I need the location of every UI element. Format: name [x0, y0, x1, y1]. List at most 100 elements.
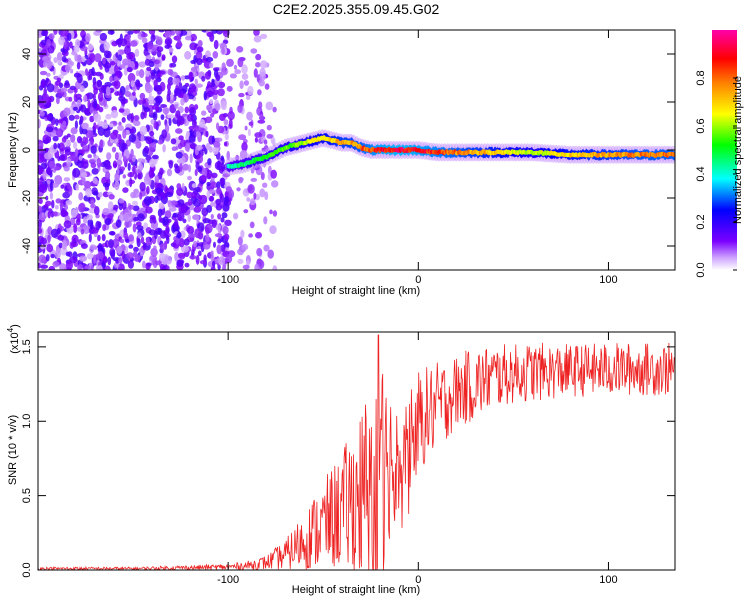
noise-speckle [255, 53, 262, 61]
noise-speckle [176, 187, 184, 196]
noise-speckle [114, 64, 119, 74]
noise-speckle [38, 118, 41, 129]
noise-speckle [142, 241, 146, 251]
noise-speckle [237, 236, 243, 246]
noise-speckle [164, 255, 172, 265]
noise-speckle [90, 162, 97, 169]
noise-speckle [212, 146, 219, 155]
noise-speckle [99, 32, 108, 41]
noise-speckle [94, 53, 102, 63]
noise-speckle [49, 191, 54, 200]
noise-speckle [128, 133, 137, 143]
noise-speckle [233, 212, 239, 220]
noise-speckle [250, 48, 258, 54]
noise-speckle [119, 238, 125, 244]
noise-speckle [197, 250, 202, 257]
noise-speckle [205, 227, 210, 235]
noise-speckle [147, 41, 153, 50]
noise-speckle [49, 181, 53, 192]
noise-speckle [148, 169, 155, 179]
snr-panel: -100 0 100 0.0 0.5 1.0 1.5 Height of straight … [6, 324, 676, 596]
noise-speckle [166, 93, 171, 103]
noise-speckle [174, 219, 179, 229]
noise-speckle [198, 195, 203, 201]
noise-speckle [221, 62, 226, 71]
noise-speckle [67, 32, 72, 42]
noise-speckle [187, 175, 192, 181]
noise-speckle [210, 254, 215, 262]
noise-speckle [157, 208, 163, 217]
noise-speckle [87, 154, 92, 159]
noise-speckle [270, 169, 278, 179]
noise-speckle [65, 260, 73, 270]
noise-speckle [61, 240, 68, 250]
noise-speckle [216, 187, 222, 195]
noise-speckle [172, 212, 178, 218]
noise-speckle [78, 155, 83, 161]
noise-speckle [189, 153, 193, 164]
noise-speckle [116, 245, 123, 254]
noise-speckle [227, 111, 235, 121]
noise-speckle [206, 90, 214, 98]
noise-speckle [177, 115, 185, 126]
noise-speckle [241, 142, 248, 152]
noise-speckle [191, 183, 197, 188]
noise-speckle [140, 111, 145, 120]
noise-speckle [153, 59, 160, 65]
noise-speckle [63, 165, 70, 172]
noise-speckle [46, 83, 55, 93]
noise-speckle [99, 65, 103, 70]
noise-speckle [84, 68, 89, 76]
noise-speckle [88, 73, 93, 81]
noise-speckle [45, 195, 49, 201]
noise-speckle [260, 33, 268, 40]
noise-speckle [117, 125, 124, 131]
noise-speckle [40, 264, 49, 269]
noise-speckle [72, 167, 81, 178]
noise-speckle [211, 172, 218, 179]
noise-speckle [204, 147, 208, 155]
noise-speckle [145, 206, 153, 214]
noise-speckle [60, 87, 68, 93]
noise-speckle [142, 260, 146, 269]
noise-speckle [63, 220, 72, 229]
noise-speckle [61, 210, 69, 217]
noise-speckle [44, 152, 52, 160]
snr-scale: (x104) [6, 324, 21, 354]
noise-speckle [45, 77, 49, 83]
noise-speckle [40, 39, 48, 46]
noise-speckle [257, 119, 266, 124]
noise-speckle [254, 263, 260, 270]
noise-speckle [138, 61, 146, 68]
noise-speckle [104, 64, 110, 73]
noise-speckle [133, 216, 140, 222]
noise-speckle [216, 244, 222, 255]
noise-speckle [135, 169, 142, 174]
noise-speckle [162, 144, 166, 153]
noise-speckle [62, 120, 67, 128]
noise-speckle [124, 45, 131, 55]
noise-speckle [84, 265, 91, 270]
noise-speckle [139, 192, 143, 200]
noise-speckle [53, 57, 58, 63]
noise-speckle [212, 51, 219, 59]
noise-speckle [165, 265, 170, 270]
noise-speckle [212, 260, 216, 268]
snr-series-line [38, 334, 675, 570]
noise-speckle [206, 190, 210, 199]
noise-speckle [63, 41, 68, 50]
noise-speckle [39, 70, 48, 76]
noise-speckle [187, 198, 192, 206]
noise-speckle [116, 159, 123, 166]
noise-speckle [209, 195, 214, 202]
noise-speckle [272, 137, 276, 147]
noise-speckle [167, 114, 175, 119]
noise-speckle [64, 64, 71, 72]
noise-speckle [104, 217, 111, 226]
noise-speckle [114, 153, 119, 159]
noise-speckle [77, 263, 83, 270]
noise-speckle [210, 201, 215, 207]
noise-speckle [217, 81, 226, 89]
noise-speckle [69, 85, 77, 90]
noise-speckle [184, 262, 190, 268]
